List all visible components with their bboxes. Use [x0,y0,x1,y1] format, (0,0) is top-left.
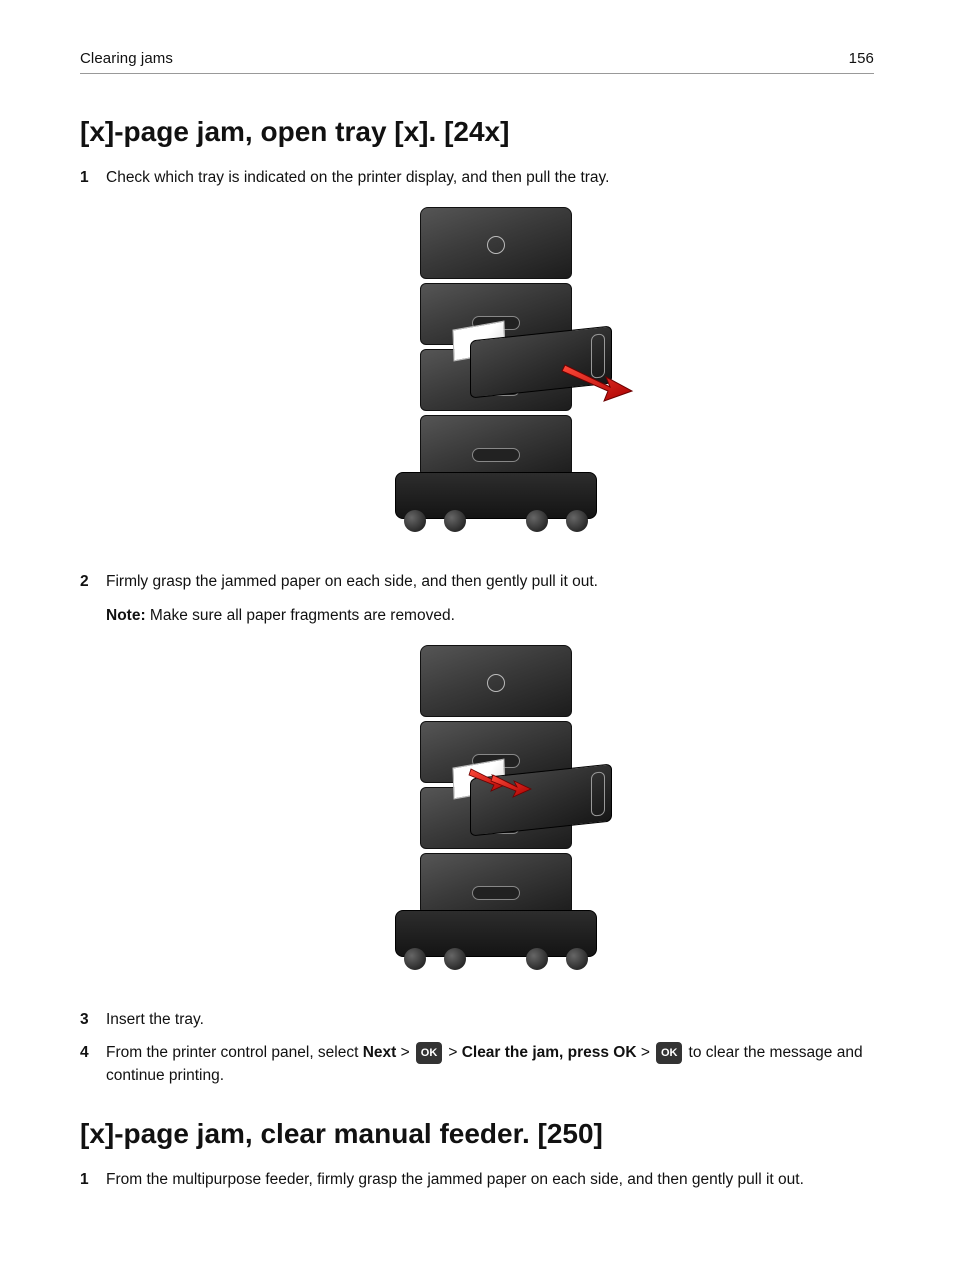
step-4-pre: From the printer control panel, select [106,1044,363,1061]
step-4: 4 From the printer control panel, select… [80,1041,874,1088]
section1-title: [x]-page jam, open tray [x]. [24x] [80,116,874,148]
caster-wheel-icon [404,510,426,532]
pull-arrow-icon [560,357,635,402]
step-2-num: 2 [80,570,89,593]
step-3-num: 3 [80,1008,89,1031]
sep1: > [396,1044,414,1061]
printer-top-module [420,645,572,717]
step-4-text: From the printer control panel, select N… [106,1044,863,1084]
printer-figure-1 [365,207,615,542]
printer-tray-module [420,415,572,477]
sec2-step-1: 1 From the multipurpose feeder, firmly g… [80,1168,874,1191]
step-1-text: Check which tray is indicated on the pri… [106,169,609,186]
step-1: 1 Check which tray is indicated on the p… [80,166,874,542]
ok-button-icon: OK [656,1042,682,1064]
section2-title: [x]-page jam, clear manual feeder. [250] [80,1118,874,1150]
step-3-text: Insert the tray. [106,1011,204,1028]
printer-top-module [420,207,572,279]
step-2-note: Note: Make sure all paper fragments are … [106,604,874,627]
figure-2-wrap [106,645,874,980]
step-4-num: 4 [80,1041,89,1064]
ok-button-icon: OK [416,1042,442,1064]
step-3: 3 Insert the tray. [80,1008,874,1031]
pull-arrows-icon [465,765,535,805]
step-2: 2 Firmly grasp the jammed paper on each … [80,570,874,980]
sep3: > [637,1044,655,1061]
caster-wheel-icon [526,510,548,532]
drawer-edge [591,771,605,816]
running-head: Clearing jams 156 [80,50,874,74]
running-head-title: Clearing jams [80,50,173,67]
step-1-num: 1 [80,166,89,189]
tray-handle-icon [472,448,520,462]
caster-wheel-icon [526,948,548,970]
clear-jam-label: Clear the jam, press OK [462,1044,637,1061]
sec2-step-1-text: From the multipurpose feeder, firmly gra… [106,1171,804,1188]
note-label: Note: [106,607,146,624]
page: Clearing jams 156 [x]-page jam, open tra… [0,0,954,1261]
sep2: > [444,1044,462,1061]
figure-1-wrap [106,207,874,542]
printer-tray-module [420,853,572,915]
section1-steps: 1 Check which tray is indicated on the p… [80,166,874,1088]
caster-wheel-icon [404,948,426,970]
step-2-text: Firmly grasp the jammed paper on each si… [106,573,598,590]
printer-logo-icon [487,674,505,692]
running-head-page: 156 [849,50,874,67]
printer-figure-2 [365,645,615,980]
printer-base [395,472,597,519]
section2-steps: 1 From the multipurpose feeder, firmly g… [80,1168,874,1191]
tray-handle-icon [472,886,520,900]
caster-wheel-icon [444,948,466,970]
printer-base [395,910,597,957]
caster-wheel-icon [566,510,588,532]
next-label: Next [363,1044,397,1061]
printer-logo-icon [487,236,505,254]
sec2-step-1-num: 1 [80,1168,89,1191]
caster-wheel-icon [566,948,588,970]
caster-wheel-icon [444,510,466,532]
note-text: Make sure all paper fragments are remove… [146,607,455,624]
